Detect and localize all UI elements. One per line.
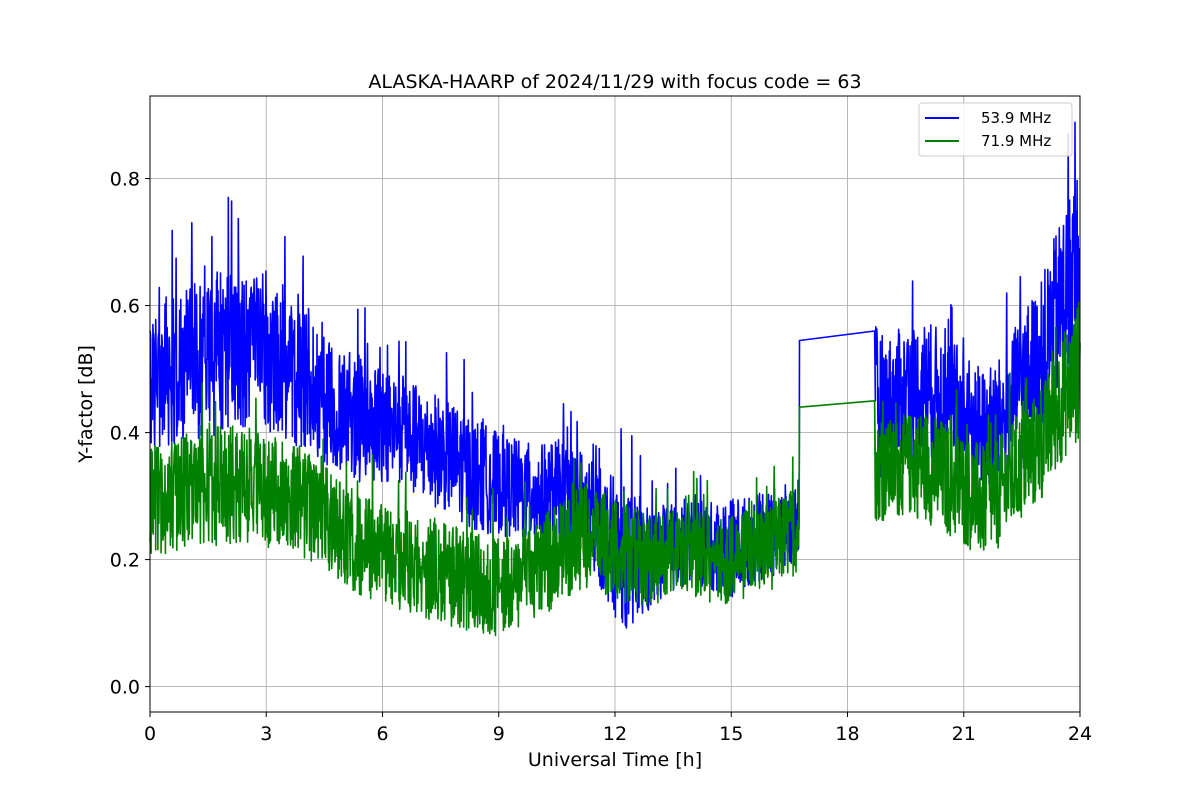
legend: 53.9 MHz 71.9 MHz [918, 102, 1073, 157]
x-tick-label: 3 [260, 723, 272, 745]
x-tick-label: 15 [719, 723, 743, 745]
y-tick-label: 0.4 [110, 423, 140, 445]
x-tick-label: 9 [493, 723, 505, 745]
legend-label: 71.9 MHz [981, 132, 1051, 150]
x-tick-label: 21 [952, 723, 976, 745]
chart-title: ALASKA-HAARP of 2024/11/29 with focus co… [368, 71, 861, 93]
y-tick-label: 0.6 [110, 296, 140, 318]
ticks: 0 3 6 9 12 15 18 21 24 0.0 0.2 0.4 0.6 0.8 [110, 169, 1092, 745]
x-tick-label: 12 [603, 723, 627, 745]
y-tick-label: 0.8 [110, 169, 140, 191]
x-axis-label: Universal Time [h] [528, 749, 702, 771]
x-tick-label: 24 [1068, 723, 1092, 745]
y-tick-label: 0.2 [110, 550, 140, 572]
y-axis-label: Y-factor [dB] [75, 345, 97, 464]
series-line-2 [149, 301, 1081, 637]
legend-box [918, 102, 1073, 157]
x-tick-label: 0 [144, 723, 156, 745]
legend-label: 53.9 MHz [981, 109, 1051, 127]
x-tick-label: 6 [376, 723, 388, 745]
y-tick-label: 0.0 [110, 677, 140, 699]
plot-area [149, 121, 1081, 637]
x-tick-label: 18 [835, 723, 859, 745]
